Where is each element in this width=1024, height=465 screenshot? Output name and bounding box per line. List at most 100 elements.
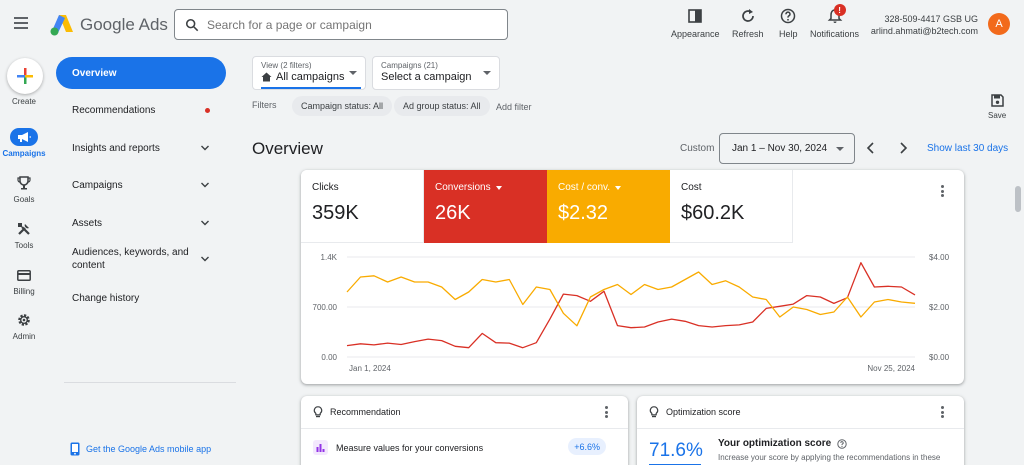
caret-down-icon [483,71,491,75]
avatar[interactable]: A [988,13,1010,35]
rail-item-tools[interactable]: Tools [0,220,48,250]
refresh-button[interactable]: Refresh [732,8,764,39]
date-range-value: Jan 1 – Nov 30, 2024 [732,143,828,154]
optimization-heading: Your optimization score [718,438,847,449]
filter-chip-campaign-status[interactable]: Campaign status: All [292,96,393,116]
lightbulb-icon [313,406,323,418]
plus-icon [17,68,33,84]
optimization-score-card: Optimization score 71.6% Your optimizati… [637,396,964,465]
help-label: Help [779,29,798,39]
y-right-tick: $4.00 [929,253,950,262]
google-ads-logo[interactable]: Google Ads [50,12,168,38]
score-delta-badge: +6.6% [568,438,606,455]
more-options-icon[interactable] [936,405,948,419]
date-range-picker[interactable]: Jan 1 – Nov 30, 2024 [719,133,855,164]
nav-item-recommendations[interactable]: Recommendations [56,103,226,117]
y-right-tick: $0.00 [929,353,950,362]
nav-item-overview[interactable]: Overview [56,57,226,89]
menu-icon[interactable] [14,14,34,34]
save-button[interactable]: Save [988,94,1006,120]
rail-label-tools: Tools [14,241,34,250]
series-line-cost-conv- [346,271,916,327]
save-icon [990,94,1004,107]
recommendation-card: Recommendation Measure values for your c… [301,396,628,465]
top-bar: Google Ads Appearance Refresh Help ! Not… [0,0,1024,50]
lightbulb-icon [649,406,659,418]
create-button[interactable] [7,58,43,94]
refresh-label: Refresh [732,29,764,39]
view-dropdown[interactable]: View (2 filters) All campaigns [252,56,366,90]
show-last-30-days-link[interactable]: Show last 30 days [927,143,1009,154]
search-input[interactable] [207,17,487,32]
more-options-icon[interactable] [600,405,612,419]
x-tick-start: Jan 1, 2024 [349,364,391,373]
rail-item-billing[interactable]: Billing [0,266,48,296]
metric-cost[interactable]: Cost $60.2K [670,170,793,243]
rail-item-campaigns[interactable]: Campaigns [0,128,48,158]
notifications-button[interactable]: ! Notifications [810,4,860,39]
recommendation-card-title: Recommendation [313,406,401,418]
nav-label-change-history: Change history [72,292,140,304]
search-box[interactable] [174,9,508,40]
optimization-title: Optimization score [666,407,741,417]
y-left-tick: 700.00 [313,303,338,312]
nav-item-audiences[interactable]: Audiences, keywords, and content [56,246,226,272]
metric-label: Cost [681,182,702,193]
search-icon [185,18,199,31]
appearance-icon [688,9,703,23]
nav-item-change-history[interactable]: Change history [56,291,226,305]
mobile-app-link[interactable]: Get the Google Ads mobile app [70,442,211,456]
rail-label-campaigns: Campaigns [2,149,46,158]
metric-label: Cost / conv. [558,182,611,193]
nav-label-insights: Insights and reports [72,142,160,154]
notification-badge: ! [833,4,846,16]
chevron-right-icon[interactable] [895,140,911,156]
nav-item-insights[interactable]: Insights and reports [56,141,226,155]
recommendation-title: Recommendation [330,407,401,417]
rail-item-admin[interactable]: Admin [0,311,48,341]
chevron-down-icon [201,145,209,151]
product-name: Google Ads [80,15,168,34]
save-label: Save [988,111,1007,120]
recommendation-item[interactable]: Measure values for your conversions [313,440,483,455]
nav-label-overview: Overview [72,67,117,79]
y-right-tick: $2.00 [929,303,950,312]
add-filter-button[interactable]: Add filter [496,102,532,112]
help-button[interactable]: Help [779,8,798,39]
filters-label: Filters [252,100,277,110]
metric-value: $60.2K [681,202,745,224]
metric-conversions[interactable]: Conversions 26K [424,170,547,243]
chevron-down-icon [201,182,209,188]
chevron-left-icon[interactable] [863,140,879,156]
phone-icon [70,442,80,456]
view-underline [261,87,361,89]
series-line-conversions [346,262,916,349]
filter-chip-ad-group-status[interactable]: Ad group status: All [394,96,490,116]
metric-cost-per-conv[interactable]: Cost / conv. $2.32 [547,170,670,243]
appearance-button[interactable]: Appearance [671,8,720,39]
rail-item-goals[interactable]: Goals [0,174,48,204]
scrollbar-thumb[interactable] [1015,186,1021,212]
account-id: 328-509-4417 GSB UG [884,14,978,24]
metric-clicks[interactable]: Clicks 359K [301,170,424,243]
x-tick-end: Nov 25, 2024 [867,364,915,373]
nav-label-recommendations: Recommendations [72,104,156,116]
notifications-label: Notifications [810,29,860,39]
campaigns-dropdown[interactable]: Campaigns (21) Select a campaign [372,56,500,90]
mobile-app-label: Get the Google Ads mobile app [86,444,212,454]
nav-item-campaigns[interactable]: Campaigns [56,178,226,192]
metric-value: 359K [312,202,359,224]
metric-label: Clicks [312,182,339,193]
rail-label-admin: Admin [12,332,36,341]
google-ads-logo-icon [50,15,73,36]
more-options-icon[interactable] [936,184,948,198]
account-info[interactable]: 328-509-4417 GSB UG arlind.ahmati@b2tech… [871,13,978,37]
nav-label-campaigns: Campaigns [72,179,123,191]
nav-item-assets[interactable]: Assets [56,216,226,230]
bar-chart-icon [313,440,328,455]
chevron-down-icon [201,256,209,262]
trophy-icon [17,176,31,190]
help-circle-icon[interactable] [837,438,847,449]
card-divider [301,428,628,429]
recommendation-item-label: Measure values for your conversions [336,442,484,453]
